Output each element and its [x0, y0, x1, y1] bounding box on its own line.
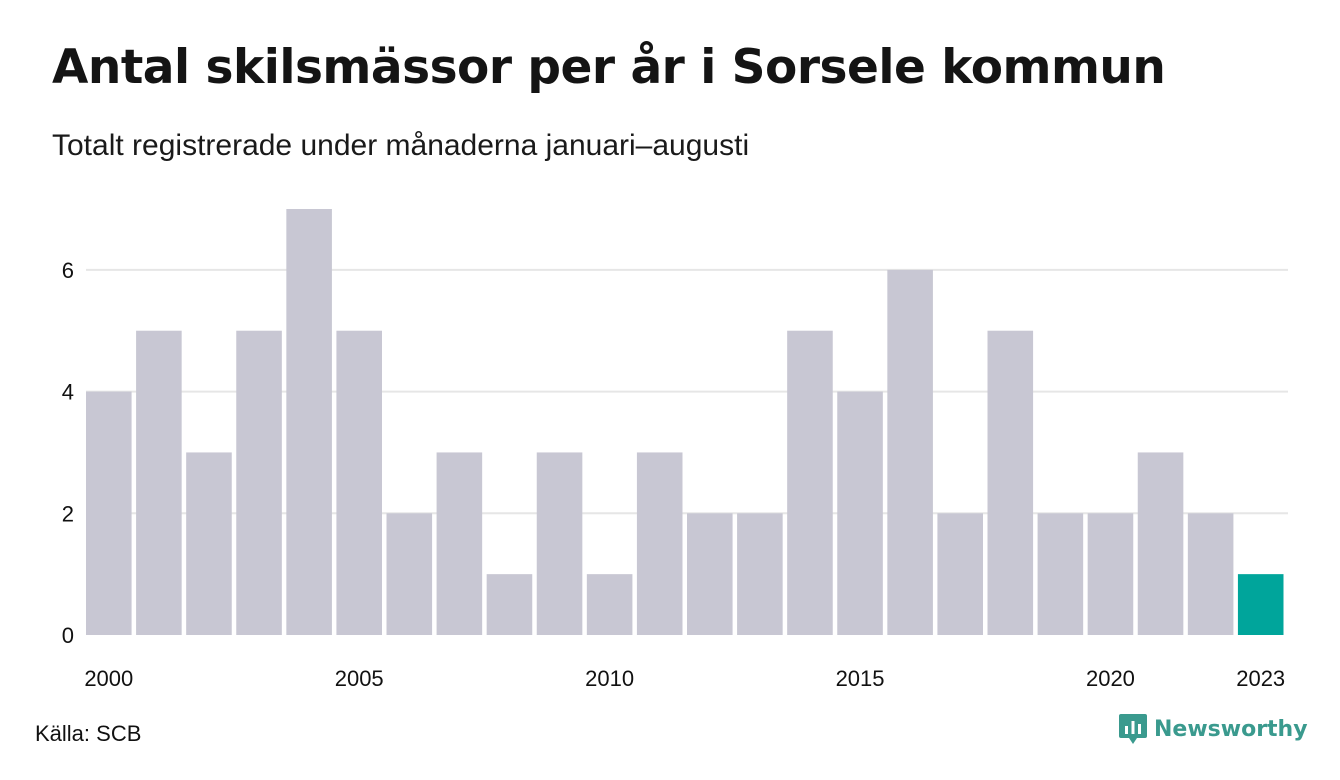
bar-2018 — [987, 330, 1034, 635]
bars — [86, 209, 1284, 635]
x-tick-label-2015: 2015 — [836, 666, 885, 691]
bar-2000 — [86, 391, 132, 635]
bar-2008 — [486, 574, 533, 635]
newsworthy-logo: Newsworthy — [1118, 712, 1308, 746]
bar-2022 — [1187, 513, 1234, 635]
bar-2003 — [236, 330, 282, 635]
bar-2010 — [586, 574, 633, 635]
bar-2023 — [1237, 574, 1284, 635]
chart-subtitle: Totalt registrerade under månaderna janu… — [52, 129, 750, 162]
x-tick-label-2000: 2000 — [84, 666, 133, 691]
source-note: Källa: SCB — [35, 721, 142, 746]
bar-2012 — [687, 513, 733, 635]
x-tick-label-2010: 2010 — [585, 666, 634, 691]
bar-2011 — [636, 452, 683, 635]
bar-2017 — [937, 513, 983, 635]
bar-2019 — [1037, 513, 1084, 635]
bar-2021 — [1137, 452, 1184, 635]
bar-2014 — [787, 330, 833, 635]
bar-2007 — [436, 452, 483, 635]
bar-2004 — [286, 209, 332, 635]
bar-chart: 0 2 4 6 2000 2005 2010 2015 2020 2023 — [62, 209, 1288, 691]
y-tick-label: 4 — [62, 380, 74, 405]
x-tick-label-2023: 2023 — [1236, 666, 1285, 691]
x-tick-label-2020: 2020 — [1086, 666, 1135, 691]
bar-2005 — [336, 330, 382, 635]
bar-2009 — [536, 452, 583, 635]
bar-2001 — [136, 330, 182, 635]
newsworthy-logo-icon — [1119, 714, 1147, 744]
bar-2006 — [386, 513, 433, 635]
bar-2013 — [737, 513, 783, 635]
y-axis-ticks: 0 2 4 6 — [62, 258, 74, 648]
bar-2015 — [837, 391, 883, 635]
bar-2002 — [186, 452, 232, 635]
bar-2016 — [887, 269, 933, 635]
y-tick-label: 0 — [62, 623, 74, 648]
chart-title: Antal skilsmässor per år i Sorsele kommu… — [52, 40, 1166, 95]
y-tick-label: 2 — [62, 501, 74, 526]
newsworthy-logo-text: Newsworthy — [1154, 716, 1308, 742]
y-tick-label: 6 — [62, 258, 74, 283]
x-axis-ticks: 2000 2005 2010 2015 2020 2023 — [84, 666, 1285, 691]
bar-2020 — [1087, 513, 1134, 635]
x-tick-label-2005: 2005 — [335, 666, 384, 691]
